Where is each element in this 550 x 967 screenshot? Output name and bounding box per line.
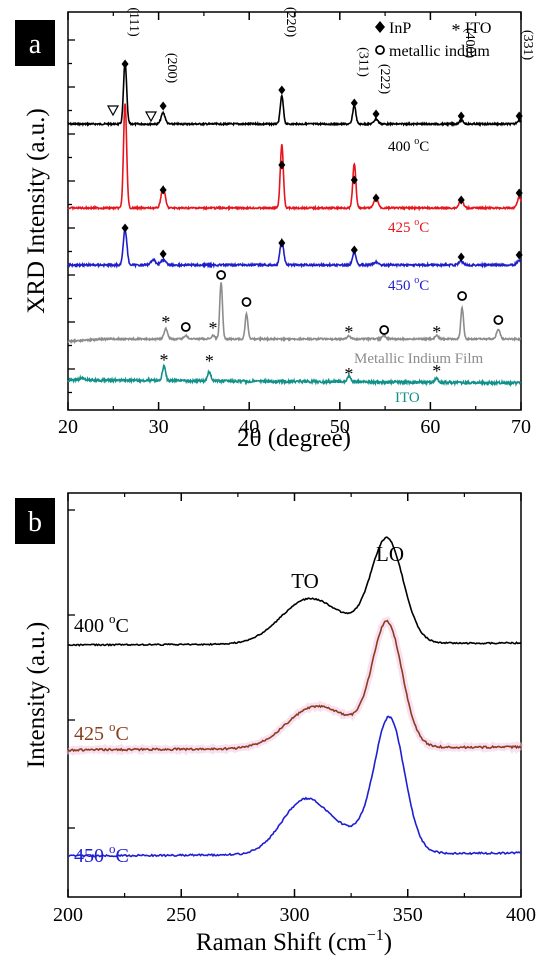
inp-marker: [372, 193, 380, 203]
inp-marker: [350, 175, 358, 185]
ito-marker: *: [344, 322, 353, 342]
annotation-lo: LO: [376, 542, 404, 566]
panel-b-curve-halo: [65, 616, 524, 757]
panel-b-curve: [67, 715, 522, 858]
inp-marker: [278, 238, 286, 248]
panel-a-xtick-label: 70: [511, 416, 531, 438]
inp-marker: [457, 252, 465, 262]
indium-marker: [216, 270, 227, 280]
panel-a-xlabel: 2θ (degree): [237, 425, 351, 452]
ito-marker: *: [432, 322, 441, 342]
panel-b-ylabel: Intensity (a.u.): [23, 622, 50, 768]
ito-marker: *: [344, 364, 353, 384]
indium-marker: [241, 297, 252, 307]
inp-marker: [457, 195, 465, 205]
panel-a-ticks: [67, 12, 522, 410]
inp-marker: [121, 59, 129, 69]
label-400c-a: 400 oC: [388, 136, 429, 155]
ito-marker: *: [161, 312, 170, 332]
panel-a-curve: [67, 61, 522, 128]
panel-a-legend: InP * ITO metallic indium: [375, 20, 491, 60]
inp-marker: [515, 188, 523, 198]
peak-label: (331): [520, 30, 535, 61]
triangle-marker-2: [144, 111, 158, 123]
panel-b-xtick-label: 300: [280, 904, 310, 926]
panel-b-curves: [65, 536, 524, 858]
inp-marker: [372, 109, 380, 119]
peak-label: (400): [462, 28, 477, 59]
panel-a-xtick-label: 40: [239, 416, 259, 438]
panel-a-curve: [67, 229, 522, 269]
panel-a-curve: [67, 363, 522, 388]
panel-b-xtick-label: 350: [393, 904, 423, 926]
indium-marker: [493, 315, 504, 325]
panel-b-label-box: [15, 498, 55, 544]
peak-label: (311): [355, 47, 370, 77]
panel-a-xtick-label: 50: [330, 416, 350, 438]
inp-marker: [278, 85, 286, 95]
panel-a-label-box: [15, 20, 55, 66]
panel-b-ticks: [67, 493, 522, 897]
panel-b-label: b: [28, 507, 42, 538]
indium-marker: [457, 291, 468, 301]
peak-label: (222): [377, 64, 392, 95]
panel-b-xtick-label: 200: [53, 904, 83, 926]
panel-b-tick-labels: 200 250 300 350 400: [53, 904, 536, 926]
inp-marker: [350, 98, 358, 108]
peak-label: (220): [283, 7, 298, 38]
legend-indium-label: metallic indium: [389, 43, 490, 60]
panel-a-curve: [67, 282, 522, 345]
panel-b-xtick-label: 250: [166, 904, 196, 926]
inp-marker: [278, 160, 286, 170]
ito-marker: *: [208, 318, 217, 338]
panel-a-peak-labels: (111) (200) (220) (311) (222) (400) (331): [126, 7, 535, 95]
panel-b-xlabel: Raman Shift (cm−1): [196, 927, 392, 956]
triangle-marker-1: [106, 105, 120, 117]
ito-marker: *: [432, 361, 441, 381]
panel-a-markers: * * * * * * * *: [121, 59, 523, 384]
annotation-to: TO: [291, 569, 319, 593]
legend-ito-label: ITO: [465, 20, 491, 37]
label-indium-film: Metallic Indium Film: [354, 351, 483, 367]
panel-b-curve: [67, 619, 522, 753]
panel-b: b 200 250 300 350 400 TO LO 400 oC 425 oC 45…: [15, 492, 536, 956]
label-425c-a: 425 oC: [388, 217, 429, 236]
indium-marker: [180, 322, 191, 332]
inp-marker: [457, 111, 465, 121]
label-425c-b: 425 oC: [74, 719, 129, 745]
panel-a-curve: [67, 103, 522, 212]
panel-b-curve: [67, 536, 522, 647]
panel-a: a 20 30 40 50 60 70 * * * ** ** * (111)(200)(220)(…: [15, 7, 535, 452]
indium-marker: [379, 325, 390, 335]
peak-label: (200): [164, 53, 179, 84]
peak-label: (111): [126, 7, 141, 37]
panel-a-xtick-label: 30: [149, 416, 169, 438]
legend-indium-marker: [375, 45, 385, 55]
panel-b-frame: [67, 492, 522, 898]
inp-marker: [350, 245, 358, 255]
legend-inp-marker: [375, 21, 385, 33]
inp-marker: [159, 185, 167, 195]
panel-a-label: a: [29, 29, 42, 60]
panel-a-xtick-label: 60: [420, 416, 440, 438]
panel-a-ylabel: XRD Intensity (a.u.): [23, 108, 50, 314]
legend-ito-marker: *: [452, 20, 461, 40]
label-450c-b: 450 oC: [74, 841, 129, 867]
legend-inp-label: InP: [389, 20, 411, 37]
panel-a-xtick-label: 20: [58, 416, 78, 438]
inp-marker: [121, 223, 129, 233]
inp-marker: [159, 249, 167, 259]
label-450c-a: 450 oC: [388, 275, 429, 294]
panel-a-tick-labels: 20 30 40 50 60 70: [58, 416, 531, 438]
ito-marker: *: [205, 351, 214, 371]
inp-marker: [515, 250, 523, 260]
inp-marker: [515, 111, 523, 121]
panel-a-curves: [67, 61, 522, 388]
ito-marker: *: [160, 350, 169, 370]
inp-marker: [159, 101, 167, 111]
label-ito: ITO: [395, 390, 420, 406]
panel-b-xtick-label: 400: [506, 904, 536, 926]
label-400c-b: 400 oC: [74, 611, 129, 637]
